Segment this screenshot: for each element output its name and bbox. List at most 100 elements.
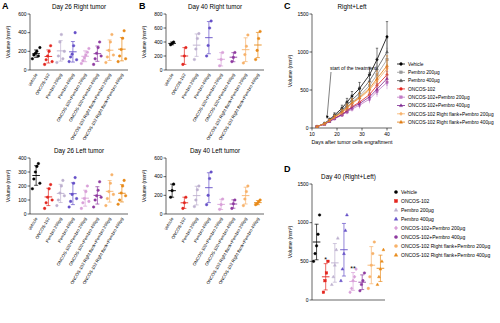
y-tick-label: 400	[154, 39, 163, 45]
y-tick-label: 200	[154, 192, 163, 198]
legend-label: ONCOS-102 Right flank+Pembro 400µg	[401, 252, 490, 258]
y-tick-label: 500	[300, 87, 309, 93]
data-point	[49, 183, 52, 186]
series-line	[317, 66, 387, 127]
data-point	[316, 125, 319, 127]
legend-label: Pembro 200µg	[401, 207, 434, 213]
data-point	[112, 54, 115, 57]
error-bar	[328, 119, 330, 122]
data-point	[123, 30, 126, 33]
legend-label: Pembro 400µg	[408, 78, 440, 83]
panel-letter: A	[2, 1, 9, 11]
panel-letter: D	[284, 164, 291, 174]
y-tick	[310, 128, 313, 129]
data-point	[57, 55, 60, 58]
error-bar	[59, 184, 63, 202]
y-tick	[28, 186, 31, 187]
y-tick-label: 0	[24, 67, 27, 73]
data-point	[363, 272, 366, 275]
data-point	[39, 182, 42, 185]
legend-marker	[394, 235, 397, 238]
data-point	[56, 204, 59, 207]
data-point	[100, 196, 103, 199]
y-tick	[28, 172, 31, 173]
y-tick	[164, 214, 167, 215]
data-point	[88, 47, 91, 50]
data-point	[118, 199, 121, 202]
data-point	[254, 58, 257, 61]
legend-marker	[400, 63, 403, 66]
data-point	[75, 197, 78, 200]
error-bar	[351, 273, 355, 291]
error-bar	[195, 186, 199, 205]
data-point	[335, 248, 338, 251]
data-point	[80, 207, 83, 210]
error-bar	[368, 82, 370, 94]
data-point	[69, 200, 72, 203]
data-point	[105, 61, 108, 64]
error-bar	[34, 166, 38, 186]
legend-label: ONCOS-102+Pembro 400µg	[408, 103, 470, 108]
data-point	[37, 162, 40, 165]
data-point	[43, 207, 46, 210]
data-point	[318, 214, 321, 217]
error-bar	[369, 247, 373, 284]
error-bar	[316, 126, 318, 128]
y-tick	[28, 158, 31, 159]
error-bar	[71, 42, 75, 63]
plot-area	[31, 162, 127, 209]
error-bar	[231, 200, 235, 208]
legend-marker	[394, 226, 398, 230]
data-point	[332, 275, 335, 278]
error-bar	[342, 223, 346, 276]
annotation-arrowhead	[326, 116, 329, 120]
data-point	[49, 44, 52, 47]
error-bar	[376, 71, 378, 86]
data-point	[106, 197, 109, 200]
error-bar	[351, 99, 353, 107]
error-bar	[59, 41, 63, 62]
data-point	[100, 55, 103, 58]
data-point	[117, 203, 120, 206]
y-tick	[28, 70, 31, 71]
data-point	[124, 58, 127, 61]
legend-label: ONCOS-102 Right flank+Pembro 400µg	[408, 120, 494, 125]
data-point	[124, 195, 127, 198]
data-point	[68, 206, 71, 209]
x-axis	[30, 70, 128, 71]
legend-label: Pembro 200µg	[408, 70, 440, 75]
y-axis-label: Volume (mm³)	[287, 54, 293, 87]
y-tick-label: 1500	[297, 181, 308, 187]
legend-marker	[394, 208, 398, 211]
y-tick	[310, 261, 313, 262]
data-point	[353, 275, 356, 278]
data-point	[193, 58, 196, 61]
y-tick-label: 400	[18, 155, 27, 161]
category-label: Vehicle	[163, 216, 175, 231]
data-point	[336, 237, 339, 240]
error-bar	[360, 275, 364, 290]
error-bar	[46, 50, 50, 63]
category-label: ONCOS-102 Right flank+Pembro 400µg	[218, 216, 261, 285]
error-bar	[333, 244, 337, 283]
significance: **	[350, 265, 356, 272]
y-tick-label: 1000	[297, 219, 308, 225]
y-tick	[310, 300, 313, 301]
y-tick	[310, 184, 313, 185]
y-tick-label: 200	[18, 48, 27, 54]
legend-marker	[399, 112, 402, 116]
error-bar	[219, 199, 223, 209]
y-tick-label: 300	[18, 169, 27, 175]
data-point	[205, 55, 208, 58]
error-bar	[386, 56, 388, 76]
error-bar	[219, 53, 223, 66]
y-tick	[164, 56, 167, 57]
annotation-arrow	[327, 72, 331, 118]
error-bar	[207, 22, 211, 54]
annotation: start of the treatment	[330, 65, 377, 71]
error-bar	[170, 184, 174, 197]
legend-line	[397, 64, 405, 65]
data-point	[198, 32, 201, 35]
legend-line	[397, 88, 405, 89]
category-label: ONCOS-102 Right flank+Pembro 400µg	[82, 216, 125, 285]
